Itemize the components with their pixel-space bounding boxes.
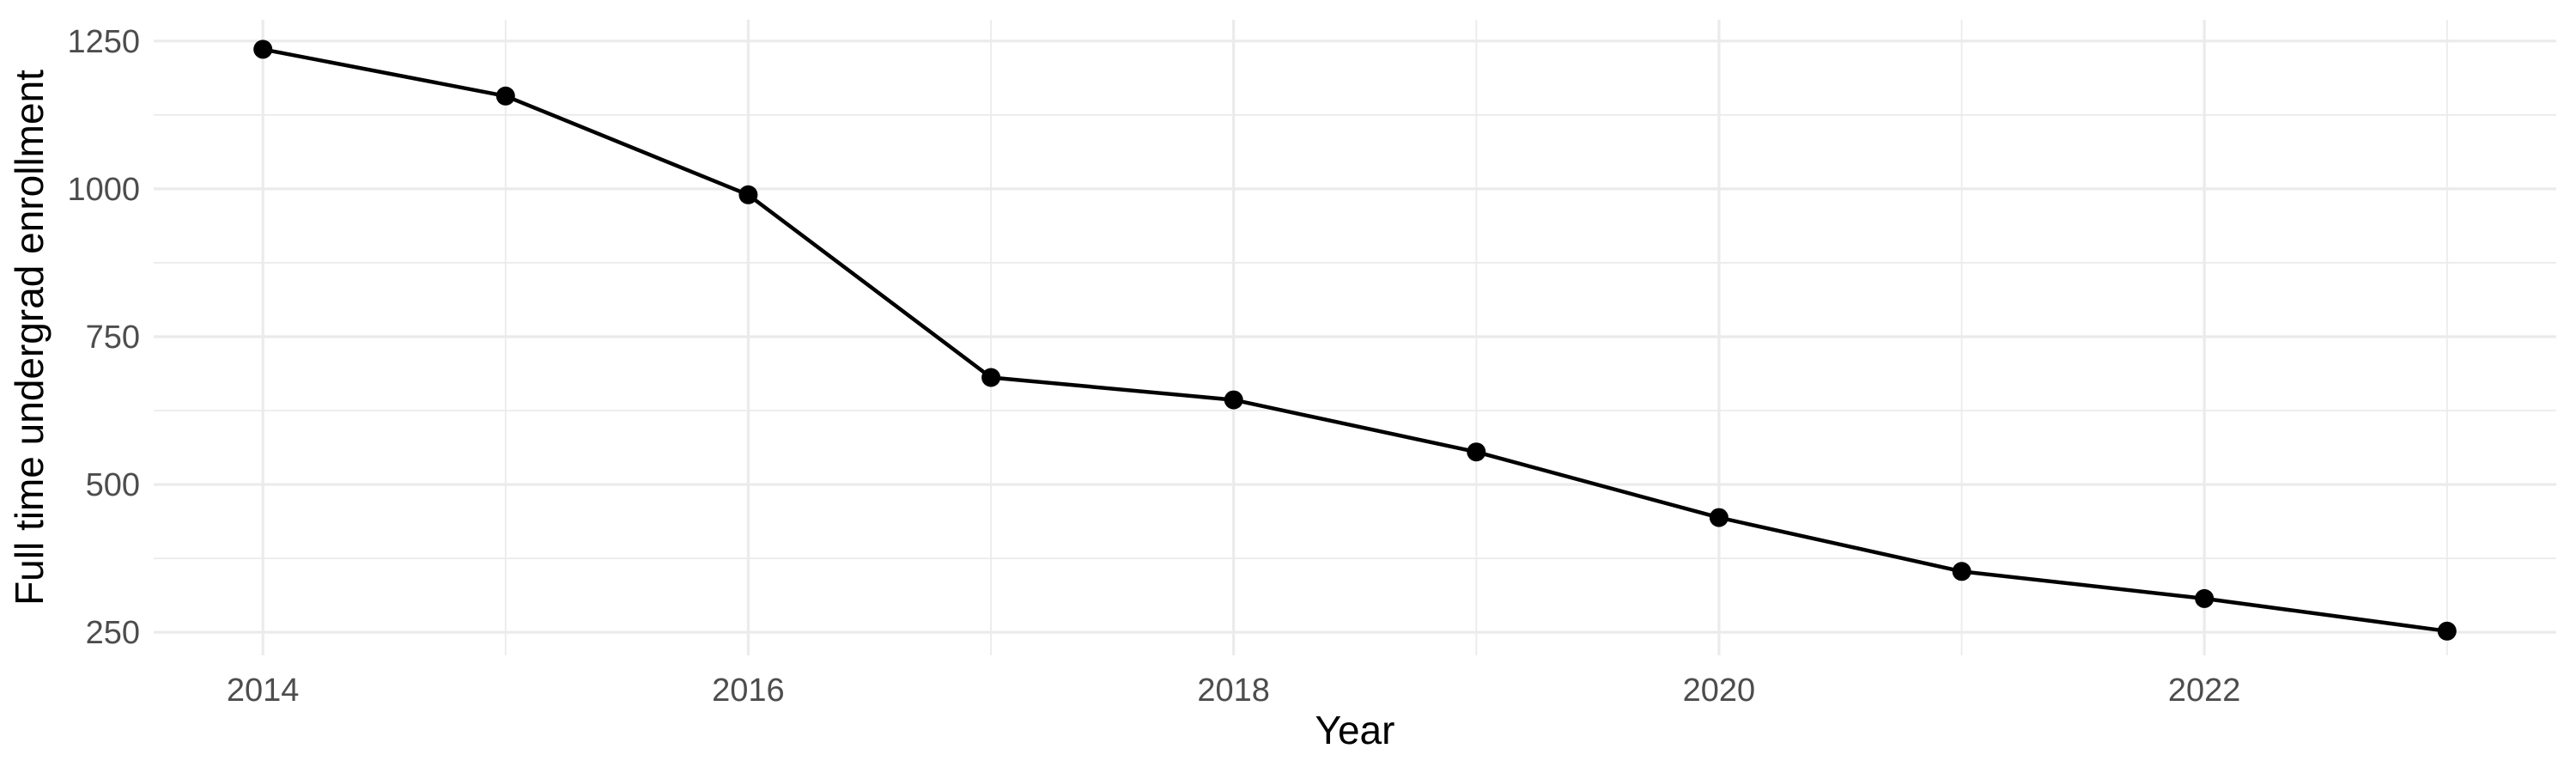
y-tick-label: 500 [86,467,140,503]
data-series-layer [253,40,2457,641]
y-tick-label: 1000 [67,172,140,208]
x-tick-label: 2014 [227,673,300,709]
x-tick-label: 2022 [2168,673,2241,709]
data-point [2437,621,2457,641]
data-point [1467,442,1486,462]
data-point [981,368,1001,387]
data-point [495,86,515,106]
data-point [253,40,273,59]
y-tick-label: 250 [86,615,140,651]
enrollment-trend-line [262,47,2448,634]
y-axis-title: Full time undergrad enrollment [7,70,52,606]
major-gridlines [154,20,2556,655]
data-point [738,185,758,204]
x-tick-label: 2020 [1683,673,1756,709]
axis-tick-labels: 250 500 750 1000 1250 2014 2016 2018 2020 2022 [67,24,2240,709]
x-axis-title: Year [1315,708,1395,752]
y-tick-label: 750 [86,320,140,356]
x-tick-label: 2016 [712,673,785,709]
data-point [1224,390,1243,410]
data-point [1952,562,1971,581]
y-tick-label: 1250 [67,24,140,60]
data-point [2195,588,2215,608]
data-point [1709,508,1728,527]
x-tick-label: 2018 [1197,673,1270,709]
